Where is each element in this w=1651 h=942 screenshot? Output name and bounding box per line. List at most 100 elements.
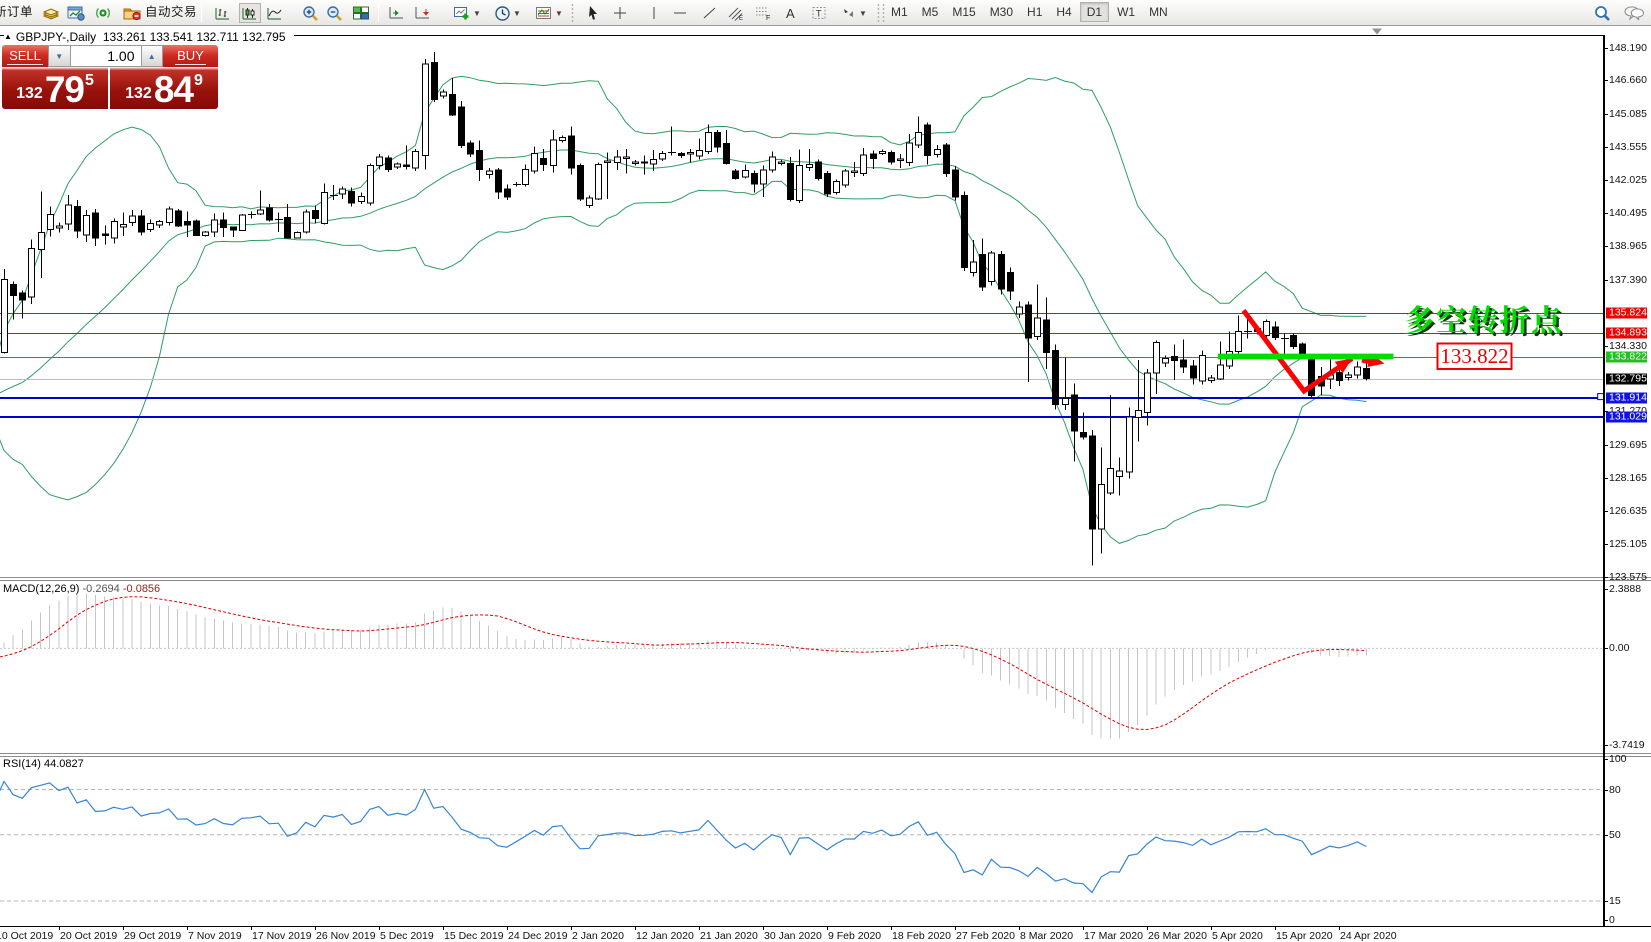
chart-title: ▲ GBPJPY-,Daily 133.261 133.541 132.711 1… xyxy=(4,30,294,44)
toolbar-separator xyxy=(378,4,379,22)
new-chart-button[interactable]: ▼ xyxy=(452,2,482,24)
price-tick-mark xyxy=(1604,114,1608,116)
price-tick-label: 140.495 xyxy=(1609,207,1647,220)
trendline-icon[interactable] xyxy=(701,2,719,24)
volume-input[interactable]: 1.00 xyxy=(70,45,141,67)
volume-decrease-button[interactable]: ▼ xyxy=(48,45,71,67)
zoom-out-icon[interactable] xyxy=(324,2,345,24)
tile-windows-icon[interactable] xyxy=(351,2,371,24)
date-label: 26 Nov 2019 xyxy=(316,930,376,942)
periods-button[interactable]: ▼ xyxy=(493,2,522,24)
timeframe-m15[interactable]: M15 xyxy=(952,5,976,19)
line-chart-icon[interactable] xyxy=(265,2,285,24)
pane-splitter[interactable] xyxy=(0,753,1651,754)
search-icon[interactable] xyxy=(1592,2,1613,24)
timeframe-mn[interactable]: MN xyxy=(1149,5,1168,19)
date-tick-mark xyxy=(635,926,636,930)
indicator-scale-label: 50 xyxy=(1609,828,1621,841)
date-label: 12 Jan 2020 xyxy=(636,930,694,942)
price-tick-mark xyxy=(1604,758,1608,760)
toolbar: ▼ ▼ ▼ E F A xyxy=(0,0,1651,26)
date-label: 7 Nov 2019 xyxy=(188,930,242,942)
date-axis[interactable]: 10 Oct 2019 20 Oct 2019 29 Oct 2019 7 Nov 2… xyxy=(0,926,1651,942)
timeframe-m1[interactable]: M1 xyxy=(891,5,908,19)
macd-pane[interactable] xyxy=(0,581,1604,752)
auto-scroll-icon[interactable] xyxy=(412,2,432,24)
price-tick-label: 128.165 xyxy=(1609,472,1647,485)
templates-button[interactable]: ▼ xyxy=(534,2,564,24)
horizontal-line-icon[interactable] xyxy=(671,2,689,24)
data-window-icon[interactable] xyxy=(66,2,86,24)
indicator-scale-label: 2.3888 xyxy=(1609,582,1642,595)
red-zigzag-arrow[interactable] xyxy=(1241,308,1354,395)
sell-label: SELL xyxy=(7,47,43,65)
timeframe-h4[interactable]: H4 xyxy=(1056,5,1072,19)
rsi-name: RSI(14) xyxy=(3,758,41,770)
svg-text:133.822: 133.822 xyxy=(1440,344,1508,368)
fibonacci-icon[interactable]: F xyxy=(753,2,772,24)
macd-value-main: -0.2694 xyxy=(82,583,120,595)
buy-price[interactable]: 132 84 9 xyxy=(110,67,218,109)
navigator-icon[interactable] xyxy=(93,2,113,24)
timeframe-m30[interactable]: M30 xyxy=(989,5,1014,19)
price-tick-mark xyxy=(1604,920,1608,921)
bar-chart-icon[interactable] xyxy=(213,2,233,24)
zoom-in-icon[interactable] xyxy=(300,2,321,24)
rsi-pane[interactable] xyxy=(0,757,1604,926)
buy-label: BUY xyxy=(175,47,206,65)
turning-point-annotation[interactable] xyxy=(1405,304,1563,337)
price-tick-mark xyxy=(1604,445,1608,447)
price-callout[interactable]: 133.822 xyxy=(1436,342,1513,370)
text-icon[interactable]: A xyxy=(786,5,795,21)
date-tick-mark xyxy=(1275,926,1276,930)
sell-price-sup: 5 xyxy=(84,72,94,89)
price-tick-label: 125.105 xyxy=(1609,537,1647,550)
date-label: 21 Jan 2020 xyxy=(700,930,758,942)
autotrading-button[interactable] xyxy=(122,2,202,24)
price-tick-label: 137.390 xyxy=(1609,273,1647,286)
market-watch-icon[interactable] xyxy=(41,2,61,24)
timeframe-h1[interactable]: H1 xyxy=(1027,5,1043,19)
price-tick-mark xyxy=(1604,543,1608,545)
price-tick-mark xyxy=(1604,245,1608,247)
macd-name: MACD(12,26,9) xyxy=(3,583,80,595)
date-tick-mark xyxy=(571,926,572,930)
date-label: 20 Oct 2019 xyxy=(60,930,118,942)
price-tick-mark xyxy=(1604,789,1608,791)
cursor-icon[interactable] xyxy=(585,2,602,24)
channel-icon[interactable]: E xyxy=(727,2,746,24)
main-chart-pane[interactable]: 133.822 xyxy=(0,27,1604,577)
autotrading-label xyxy=(145,5,201,21)
pane-splitter[interactable] xyxy=(0,577,1651,578)
price-tick-label: 146.660 xyxy=(1609,74,1647,87)
price-tick-mark xyxy=(1604,47,1608,49)
crosshair-icon[interactable] xyxy=(611,2,629,24)
chat-icon[interactable] xyxy=(1621,2,1647,24)
chart-shift-icon[interactable] xyxy=(386,2,406,24)
arrows-tool-button[interactable]: ▼ xyxy=(840,2,868,24)
new-order-button[interactable] xyxy=(0,2,38,24)
price-tick-mark xyxy=(1604,345,1608,347)
date-label: 10 Oct 2019 xyxy=(0,930,54,942)
price-label-box: 133.822 xyxy=(1606,351,1647,362)
price-axis[interactable]: 148.190 146.660 145.085 143.555 142.025 140.4… xyxy=(1604,27,1651,926)
candlestick-chart-icon[interactable] xyxy=(239,3,261,23)
timeframe-w1[interactable]: W1 xyxy=(1117,5,1136,19)
volume-increase-button[interactable]: ▲ xyxy=(140,45,163,67)
price-tick-label: 145.085 xyxy=(1609,108,1647,121)
timeframe-d1[interactable]: D1 xyxy=(1079,2,1110,22)
chart-symbol-period: GBPJPY-,Daily xyxy=(15,30,97,44)
timeframe-m5[interactable]: M5 xyxy=(921,5,939,19)
chart-window: 133.822 ▲ GBPJPY-,Daily 133.261 133.541 1… xyxy=(0,27,1651,942)
sell-price[interactable]: 132 79 5 xyxy=(2,67,108,109)
chart-shift-marker[interactable] xyxy=(1372,28,1382,35)
vertical-line-icon[interactable] xyxy=(647,2,661,24)
indicator-scale-label: 0.00 xyxy=(1609,642,1630,655)
sell-button[interactable]: SELL xyxy=(2,45,48,67)
buy-price-sup: 9 xyxy=(193,72,203,89)
text-label-icon[interactable]: T xyxy=(810,2,829,24)
date-label: 15 Dec 2019 xyxy=(444,930,504,942)
collapse-triangle-icon[interactable]: ▲ xyxy=(4,32,12,41)
date-label: 5 Dec 2019 xyxy=(380,930,434,942)
buy-button[interactable]: BUY xyxy=(163,45,218,67)
